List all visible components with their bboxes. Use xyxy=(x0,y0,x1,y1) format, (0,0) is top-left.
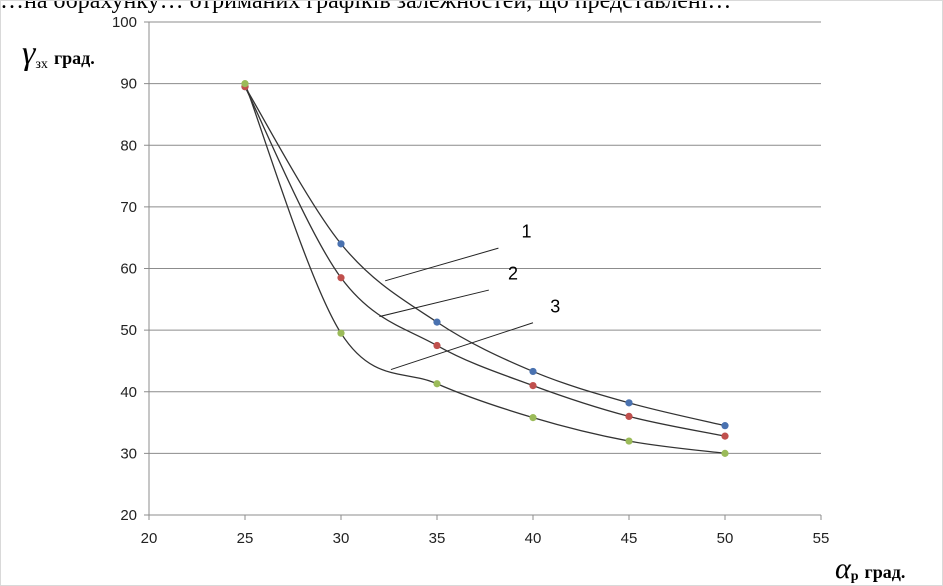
series-2-point xyxy=(625,412,633,420)
annotation-leader-2 xyxy=(379,289,489,318)
series-2-point xyxy=(433,341,441,350)
x-tick-label: 45 xyxy=(621,530,638,547)
series-1-point xyxy=(433,318,441,326)
y-tick-label: 20 xyxy=(120,507,137,524)
series-3-point xyxy=(529,414,537,422)
series-1-point xyxy=(625,399,633,407)
x-tick-label: 50 xyxy=(717,530,734,547)
y-tick-label: 100 xyxy=(112,14,137,31)
x-tick-label: 30 xyxy=(333,530,350,547)
series-3-point xyxy=(625,437,633,445)
grid-lines xyxy=(149,21,821,454)
x-tick-label: 55 xyxy=(813,530,830,547)
annotation-label-3: 3 xyxy=(550,297,560,317)
series-2-point xyxy=(529,381,537,390)
axes xyxy=(144,21,822,520)
y-tick-label: 90 xyxy=(120,76,137,93)
series-2-point xyxy=(721,432,729,440)
x-tick-label: 20 xyxy=(141,530,158,547)
series-3-point xyxy=(337,329,345,337)
series-3-point xyxy=(433,380,441,388)
series-2-curve xyxy=(244,86,726,437)
annotation-leader-1 xyxy=(385,247,499,282)
y-tick-label: 80 xyxy=(120,137,137,154)
y-tick-label: 30 xyxy=(120,445,137,462)
x-tick-label: 35 xyxy=(429,530,446,547)
annotation-label-1: 1 xyxy=(521,222,531,242)
x-axis-title: αр град. xyxy=(835,552,905,585)
y-tick-label: 60 xyxy=(120,261,137,278)
annotation-label-2: 2 xyxy=(508,263,518,283)
annotation-leader-3 xyxy=(390,322,534,371)
series-3-point xyxy=(721,449,729,457)
curve-annotations: 1 2 3 xyxy=(379,222,560,371)
series-2-point xyxy=(337,274,345,282)
y-tick-label: 70 xyxy=(120,199,137,216)
y-tick-labels: 20 30 40 50 60 70 80 90 100 xyxy=(112,14,137,524)
y-tick-label: 40 xyxy=(120,384,137,401)
series-1-point xyxy=(529,367,537,376)
y-tick-label: 50 xyxy=(120,322,137,339)
x-tick-label: 40 xyxy=(525,530,542,547)
series-1-curve xyxy=(244,86,726,427)
x-tick-labels: 20 25 30 35 40 45 50 55 xyxy=(141,530,830,547)
series-1-point xyxy=(337,240,345,248)
y-axis-title: γзх град. xyxy=(22,35,95,72)
series-3-point xyxy=(241,80,249,88)
series-points xyxy=(241,80,729,457)
series-1-point xyxy=(721,422,729,430)
cropped-caption-text: …на обрахунку… отриманих графіків залежн… xyxy=(0,0,732,14)
x-tick-label: 25 xyxy=(237,530,254,547)
